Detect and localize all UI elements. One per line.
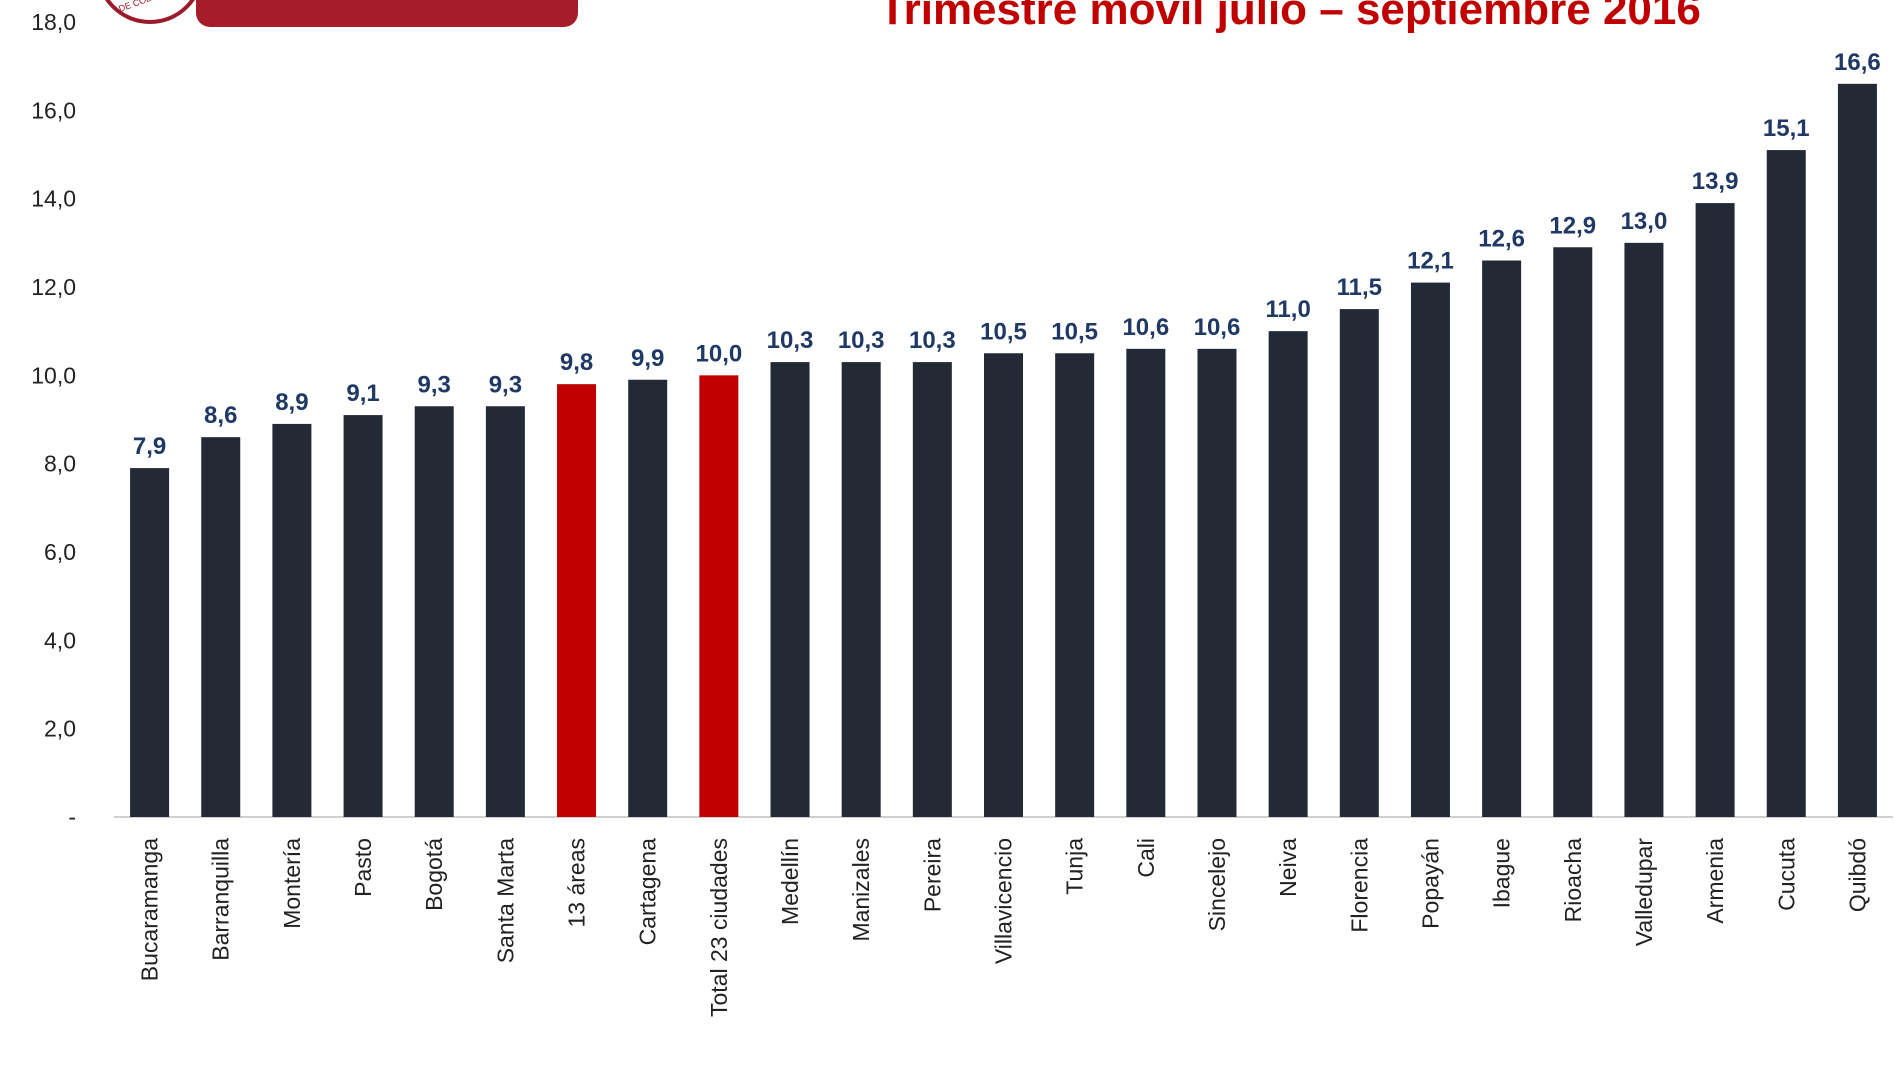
value-label: 12,1 [1407,248,1454,275]
x-tick-label: Bucaramanga [137,838,163,981]
bar [201,437,241,817]
y-tick-label: 6,0 [44,539,76,565]
x-tick-label: Medellín [777,838,803,925]
x-tick-label: Barranquilla [208,838,234,961]
x-tick-label: Total 23 ciudades [706,838,732,1017]
value-label: 10,3 [767,327,814,354]
bar [699,375,739,817]
x-tick-label: Pasto [350,838,376,897]
x-tick-label: 13 áreas [564,838,590,928]
x-tick-label: Villavicencio [991,838,1017,964]
bar [485,406,525,817]
x-tick-label: Armenia [1702,838,1728,924]
value-label: 15,1 [1763,115,1810,142]
x-tick-label: Florencia [1346,838,1372,933]
x-tick-label: Cartagena [635,838,661,946]
x-tick-label: Ibague [1489,838,1515,908]
bar [1126,348,1166,817]
value-label: 9,9 [631,345,664,372]
y-tick-label: 2,0 [44,716,76,742]
bar [984,353,1023,817]
x-tick-label: Cucuta [1773,838,1799,911]
y-tick-label: 12,0 [31,274,76,300]
value-label: 10,3 [909,327,956,354]
value-label: 10,6 [1122,314,1169,341]
chart-title: Trimestre móvil julio – septiembre 2016 [879,0,1701,34]
x-tick-label: Popayán [1417,838,1443,929]
bar [912,362,952,817]
value-label: 9,1 [346,380,379,407]
x-tick-label: Bogotá [421,838,447,911]
bar [1837,83,1877,818]
x-tick-label: Sincelejo [1204,838,1230,931]
y-tick-label: - [68,804,76,830]
bar [1410,282,1450,817]
value-label: 9,3 [418,371,451,398]
bar [130,468,170,817]
bar [414,406,454,817]
x-tick-label: Santa Marta [492,838,518,963]
bar [1339,309,1379,817]
value-label: 16,6 [1834,49,1881,76]
x-tick-label: Manizales [848,838,874,942]
bar [628,379,668,817]
bar [1197,348,1237,817]
bar [770,362,810,817]
bar [557,384,597,817]
bar [1268,331,1308,817]
value-label: 9,3 [489,371,522,398]
bar [1553,247,1593,817]
bar [1055,353,1095,817]
y-tick-label: 18,0 [31,9,76,35]
x-tick-label: Rioacha [1560,838,1586,923]
y-tick-label: 14,0 [31,186,76,212]
value-label: 8,6 [204,402,237,429]
bar [841,362,881,817]
value-label: 11,5 [1337,274,1382,301]
x-tick-label: Pereira [919,838,945,912]
value-label: 12,6 [1478,226,1525,253]
y-tick-label: 16,0 [31,97,76,123]
value-label: 9,8 [560,349,593,376]
bar [1482,260,1522,817]
value-label: 11,0 [1265,296,1310,323]
value-label: 10,0 [696,340,743,367]
x-tick-label: Quibdó [1844,838,1870,912]
bar [1624,242,1664,818]
value-label: 13,9 [1692,168,1739,195]
x-tick-label: Montería [279,838,305,929]
logo-ring [105,0,195,24]
value-label: 10,3 [838,327,885,354]
x-tick-label: Tunja [1062,838,1088,895]
bar [1695,203,1735,818]
value-label: 10,5 [980,318,1027,345]
value-label: 12,9 [1549,212,1596,239]
x-tick-label: Valledupar [1631,838,1657,947]
value-label: 7,9 [133,433,166,460]
bar [343,415,383,817]
y-tick-label: 10,0 [31,362,76,388]
value-label: 10,5 [1051,318,1098,345]
bar [272,423,312,817]
x-tick-label: Cali [1133,838,1159,878]
logo-banner [196,0,578,27]
y-tick-label: 8,0 [44,451,76,477]
y-tick-label: 4,0 [44,627,76,653]
value-label: 8,9 [275,389,308,416]
bar [1766,150,1806,818]
value-label: 10,6 [1194,314,1241,341]
x-tick-label: Neiva [1275,838,1301,897]
value-label: 13,0 [1621,208,1668,235]
